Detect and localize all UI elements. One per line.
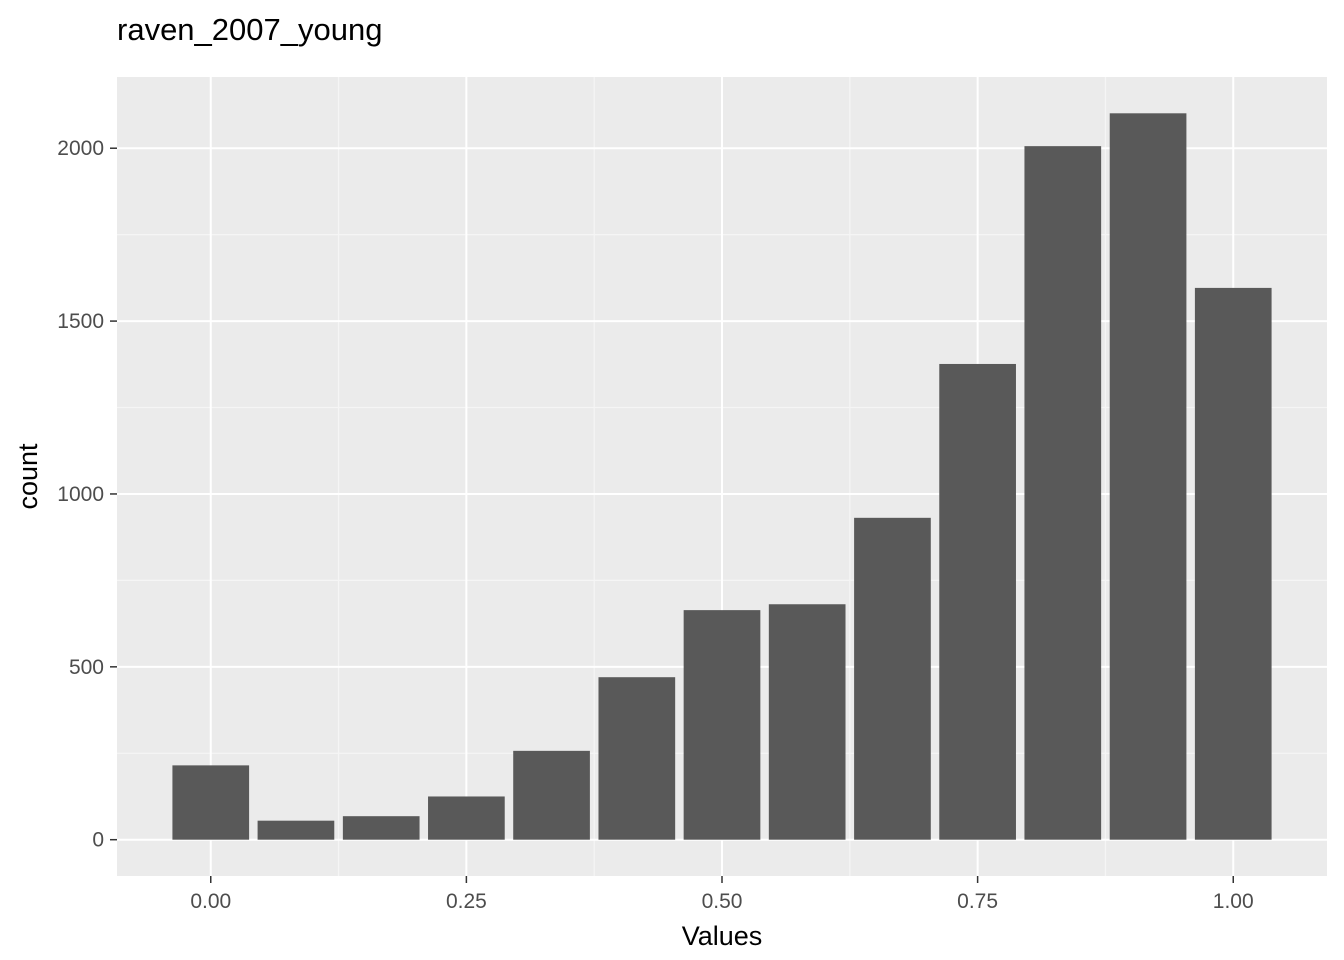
y-tick-label: 2000 xyxy=(57,137,104,160)
x-tick-label: 0.00 xyxy=(190,890,231,913)
histogram-bar xyxy=(598,677,676,840)
histogram-bar xyxy=(768,604,846,840)
histogram-bar xyxy=(683,610,761,840)
y-tick-label: 1500 xyxy=(57,310,104,333)
x-axis-title: Values xyxy=(682,921,763,951)
y-tick-label: 1000 xyxy=(57,483,104,506)
histogram-bar xyxy=(428,796,505,840)
x-axis: 0.00 0.25 0.50 0.75 1.00 xyxy=(190,876,1254,913)
bars xyxy=(172,113,1272,840)
histogram-bar xyxy=(342,816,420,840)
x-tick-label: 0.25 xyxy=(446,890,487,913)
histogram-bar xyxy=(1024,146,1102,840)
x-tick-label: 0.75 xyxy=(957,890,998,913)
histogram-bar xyxy=(513,750,590,840)
histogram-bar xyxy=(854,517,931,840)
histogram-bar xyxy=(939,363,1016,840)
histogram-bar xyxy=(1194,287,1272,840)
y-axis-title: count xyxy=(13,443,43,510)
x-tick-label: 1.00 xyxy=(1213,890,1254,913)
y-tick-label: 0 xyxy=(92,829,104,852)
y-axis: 0 500 1000 1500 2000 xyxy=(57,137,117,852)
histogram-bar xyxy=(257,820,335,840)
chart-title: raven_2007_young xyxy=(117,12,382,47)
x-tick-label: 0.50 xyxy=(702,890,743,913)
histogram-bar xyxy=(172,765,250,840)
y-tick-label: 500 xyxy=(69,656,104,679)
histogram-bar xyxy=(1109,113,1187,840)
